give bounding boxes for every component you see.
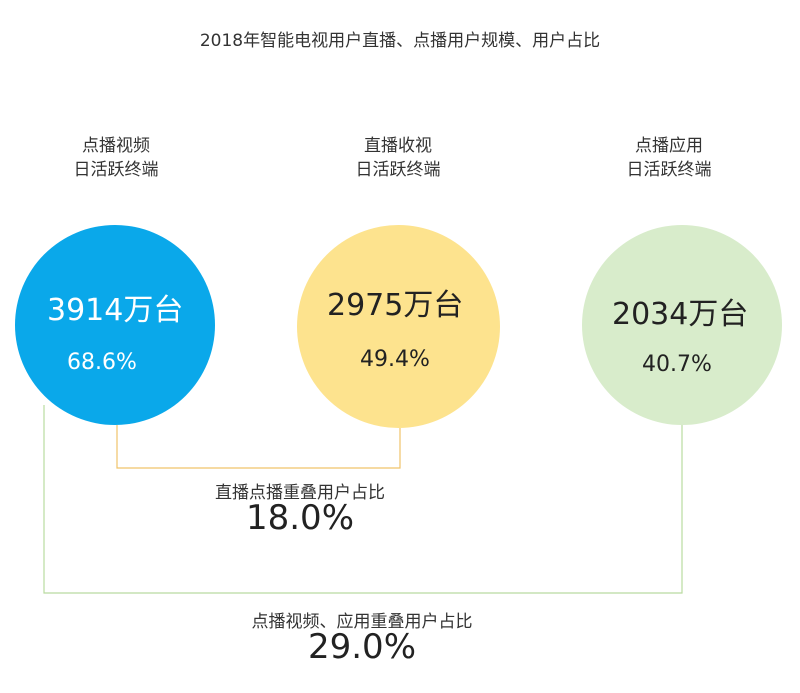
circle-value: 2975万台 (327, 288, 464, 323)
overlap-vod-app-label: 点播视频、应用重叠用户占比 (251, 612, 473, 632)
overlap-vod-app-value: 29.0% (307, 627, 416, 667)
circle-live: 2975万台 49.4% (297, 225, 500, 428)
circle-vod-app: 2034万台 40.7% (582, 225, 782, 425)
overlap-live-vod-value: 18.0% (245, 498, 354, 538)
group-label-vod-app: 点播应用 日活跃终端 (569, 134, 769, 182)
connector-vod-app-line (43, 405, 683, 594)
circle-percent: 68.6% (67, 350, 137, 375)
group-label-line1: 直播收视 (364, 136, 432, 156)
circle-value: 2034万台 (612, 297, 749, 332)
circle-value: 3914万台 (47, 293, 184, 328)
connector-live-vod-line (116, 425, 401, 469)
group-label-line2: 日活跃终端 (355, 160, 441, 180)
page-title: 2018年智能电视用户直播、点播用户规模、用户占比 (199, 31, 601, 51)
group-label-vod-video: 点播视频 日活跃终端 (16, 134, 216, 182)
group-label-line1: 点播视频 (82, 136, 150, 156)
circle-percent: 40.7% (642, 352, 712, 377)
group-label-line2: 日活跃终端 (73, 160, 159, 180)
circle-percent: 49.4% (360, 347, 430, 372)
group-label-live: 直播收视 日活跃终端 (298, 134, 498, 182)
group-label-line1: 点播应用 (635, 136, 703, 156)
group-label-line2: 日活跃终端 (626, 160, 712, 180)
circle-vod-video: 3914万台 68.6% (15, 225, 215, 425)
overlap-live-vod-label: 直播点播重叠用户占比 (215, 483, 385, 503)
